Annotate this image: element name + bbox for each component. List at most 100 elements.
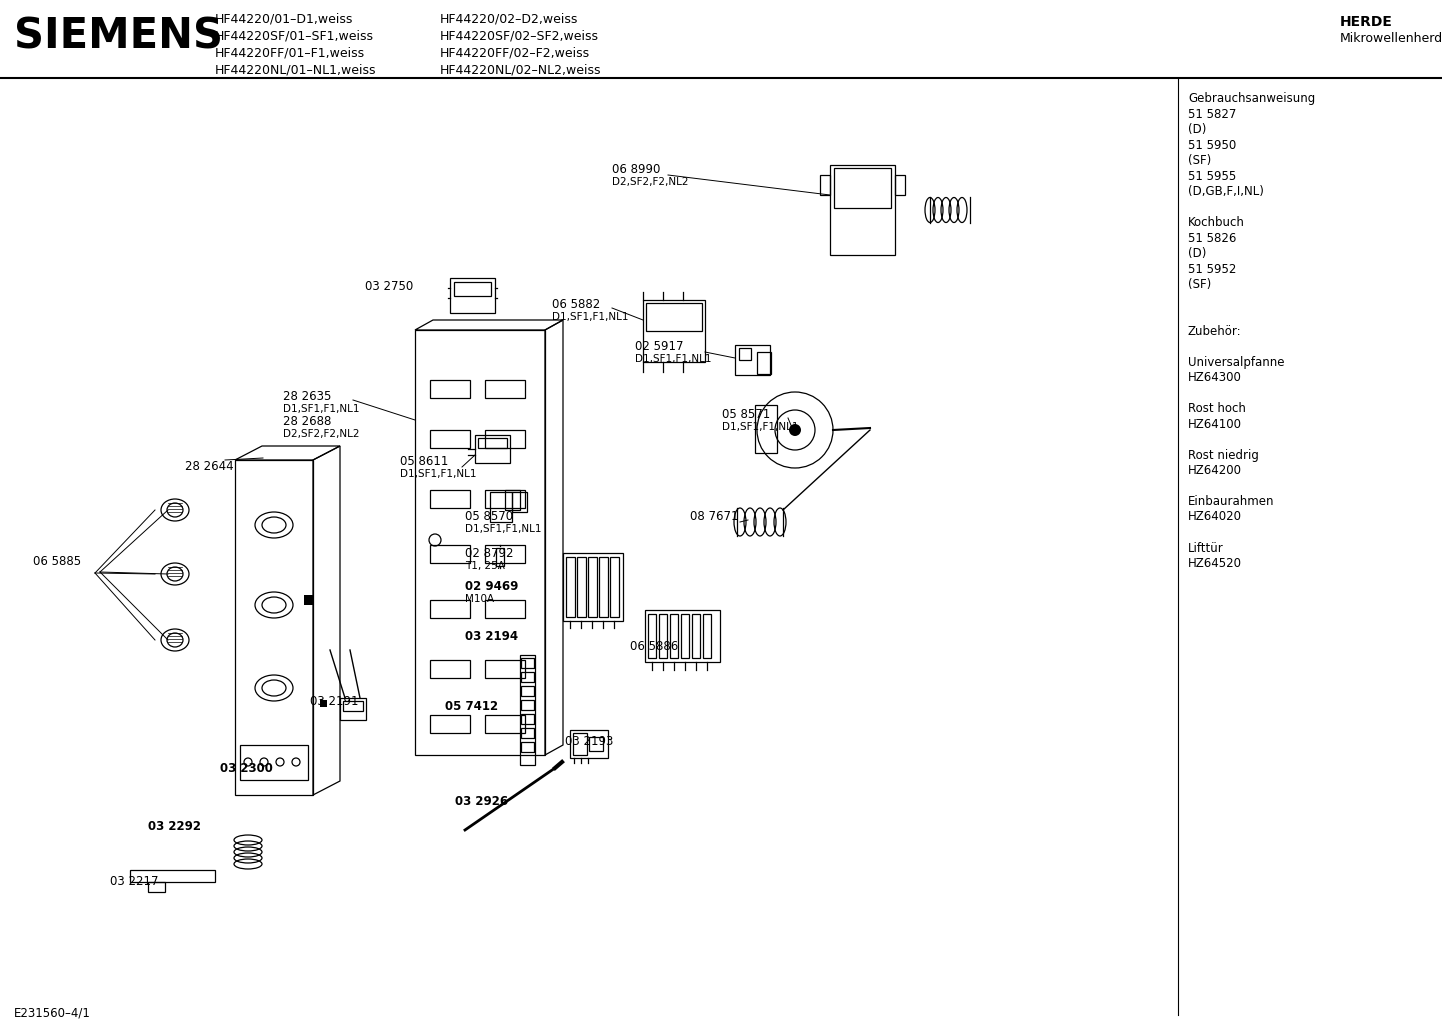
Text: HZ64020: HZ64020 (1188, 511, 1242, 524)
Bar (598, 557, 609, 616)
Bar (756, 405, 777, 453)
Bar (735, 345, 770, 375)
Bar (521, 658, 534, 668)
Bar (343, 701, 363, 711)
Text: 03 2926: 03 2926 (456, 795, 508, 808)
Bar (704, 614, 711, 658)
Text: HF44220SF/01–SF1,weiss: HF44220SF/01–SF1,weiss (215, 29, 373, 42)
Bar (485, 600, 525, 618)
Bar (485, 430, 525, 448)
Text: HF44220FF/01–F1,weiss: HF44220FF/01–F1,weiss (215, 46, 365, 59)
Text: SIEMENS: SIEMENS (14, 15, 224, 57)
Text: Rost niedrig: Rost niedrig (1188, 448, 1259, 462)
Bar (496, 548, 505, 566)
Bar (831, 165, 895, 255)
Bar (659, 614, 668, 658)
Text: 03 2300: 03 2300 (221, 762, 273, 775)
Bar (562, 553, 623, 621)
Text: 03 2193: 03 2193 (565, 735, 613, 748)
Text: HZ64100: HZ64100 (1188, 418, 1242, 430)
Bar (454, 282, 490, 296)
Bar (610, 557, 619, 616)
Text: 06 5885: 06 5885 (33, 555, 81, 568)
Bar (521, 700, 534, 710)
Bar (239, 745, 309, 780)
Bar (647, 614, 656, 658)
Text: 03 2191: 03 2191 (310, 695, 359, 708)
Text: (D): (D) (1188, 247, 1207, 260)
Text: 03 2194: 03 2194 (464, 630, 518, 643)
Bar (512, 492, 526, 512)
Text: 28 2688: 28 2688 (283, 415, 332, 428)
Bar (304, 595, 313, 605)
Text: Lifttür: Lifttür (1188, 541, 1224, 554)
Bar (521, 686, 534, 696)
Text: HZ64200: HZ64200 (1188, 464, 1242, 477)
Bar (430, 715, 470, 733)
Bar (430, 545, 470, 564)
Bar (505, 490, 521, 510)
Text: Gebrauchsanweisung: Gebrauchsanweisung (1188, 92, 1315, 105)
Text: HZ64520: HZ64520 (1188, 557, 1242, 570)
Text: 02 9469: 02 9469 (464, 580, 518, 593)
Text: Mikrowellenherde: Mikrowellenherde (1340, 32, 1442, 45)
Text: HF44220NL/02–NL2,weiss: HF44220NL/02–NL2,weiss (440, 63, 601, 76)
Bar (485, 545, 525, 564)
Text: E231560–4/1: E231560–4/1 (14, 1007, 91, 1019)
Bar (577, 557, 585, 616)
Text: 03 2750: 03 2750 (365, 280, 414, 293)
Text: 02 5917: 02 5917 (634, 340, 684, 353)
Bar (485, 490, 525, 508)
Text: 08 7671: 08 7671 (691, 510, 738, 523)
Bar (485, 380, 525, 398)
Text: Zubehör:: Zubehör: (1188, 324, 1242, 337)
Bar (833, 168, 891, 208)
Text: 03 2292: 03 2292 (149, 820, 200, 833)
Text: 02 8792: 02 8792 (464, 547, 513, 560)
Bar (521, 672, 534, 682)
Text: 51 5952: 51 5952 (1188, 263, 1236, 275)
Text: Universalpfanne: Universalpfanne (1188, 356, 1285, 369)
Text: (SF): (SF) (1188, 278, 1211, 291)
Bar (645, 610, 720, 662)
Text: HF44220SF/02–SF2,weiss: HF44220SF/02–SF2,weiss (440, 29, 598, 42)
Text: D1,SF1,F1,NL1: D1,SF1,F1,NL1 (634, 354, 711, 364)
Text: 51 5950: 51 5950 (1188, 139, 1236, 152)
Text: (D,GB,F,I,NL): (D,GB,F,I,NL) (1188, 185, 1263, 198)
Bar (430, 380, 470, 398)
Text: 51 5827: 51 5827 (1188, 107, 1236, 120)
Text: 03 2217: 03 2217 (110, 875, 159, 888)
Bar (521, 655, 535, 765)
Text: 05 8611: 05 8611 (399, 455, 448, 468)
Bar (485, 715, 525, 733)
Text: 51 5955: 51 5955 (1188, 169, 1236, 182)
Bar (340, 698, 366, 720)
Text: 51 5826: 51 5826 (1188, 231, 1236, 245)
Bar (820, 175, 831, 195)
Bar (450, 278, 495, 313)
Bar (521, 742, 534, 752)
Text: Kochbuch: Kochbuch (1188, 216, 1244, 229)
Bar (490, 492, 512, 522)
Bar (588, 737, 603, 751)
Bar (485, 660, 525, 678)
Text: 05 8571: 05 8571 (722, 408, 770, 421)
Bar (567, 557, 575, 616)
Text: T1, 25A: T1, 25A (464, 561, 505, 571)
Bar (477, 438, 508, 448)
Bar (646, 303, 702, 331)
Text: D1,SF1,F1,NL1: D1,SF1,F1,NL1 (552, 312, 629, 322)
Bar (572, 733, 587, 755)
Text: D1,SF1,F1,NL1: D1,SF1,F1,NL1 (399, 469, 476, 479)
Bar (430, 660, 470, 678)
Bar (320, 700, 327, 707)
Text: Einbaurahmen: Einbaurahmen (1188, 495, 1275, 508)
Text: 05 8570: 05 8570 (464, 510, 513, 523)
Text: 28 2635: 28 2635 (283, 390, 332, 403)
Bar (757, 352, 771, 374)
Text: HERDE: HERDE (1340, 15, 1393, 29)
Text: HF44220/02–D2,weiss: HF44220/02–D2,weiss (440, 12, 578, 25)
Bar (570, 730, 609, 758)
Text: HF44220/01–D1,weiss: HF44220/01–D1,weiss (215, 12, 353, 25)
Text: 05 7412: 05 7412 (446, 700, 497, 713)
